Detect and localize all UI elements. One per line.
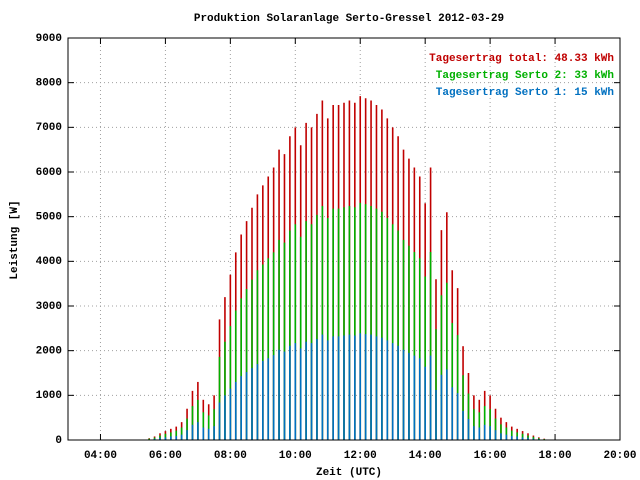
y-tick-label: 9000 [36, 33, 62, 45]
y-tick-label: 7000 [36, 122, 62, 134]
x-axis-label: Zeit (UTC) [316, 467, 382, 479]
legend-entry: Tagesertrag Serto 1: 15 kWh [436, 87, 614, 99]
x-tick-label: 04:00 [84, 450, 117, 462]
y-tick-label: 6000 [36, 167, 62, 179]
x-tick-label: 16:00 [474, 450, 507, 462]
y-tick-label: 8000 [36, 78, 62, 90]
y-tick-label: 3000 [36, 301, 62, 313]
x-tick-label: 12:00 [344, 450, 377, 462]
x-tick-label: 08:00 [214, 450, 247, 462]
y-tick-label: 4000 [36, 256, 62, 268]
y-tick-label: 2000 [36, 346, 62, 358]
y-tick-label: 5000 [36, 212, 62, 224]
x-tick-label: 14:00 [409, 450, 442, 462]
legend-entry: Tagesertrag total: 48.33 kWh [429, 53, 614, 65]
plot-border [67, 37, 621, 441]
x-tick-label: 06:00 [149, 450, 182, 462]
y-tick-label: 0 [55, 435, 62, 447]
chart-title: Produktion Solaranlage Serto-Gressel 201… [194, 13, 504, 25]
x-tick-label: 20:00 [603, 450, 636, 462]
x-tick-label: 10:00 [279, 450, 312, 462]
y-axis-label: Leistung [W] [9, 200, 21, 279]
legend-entry: Tagesertrag Serto 2: 33 kWh [436, 70, 614, 82]
x-tick-label: 18:00 [539, 450, 572, 462]
y-tick-label: 1000 [36, 390, 62, 402]
